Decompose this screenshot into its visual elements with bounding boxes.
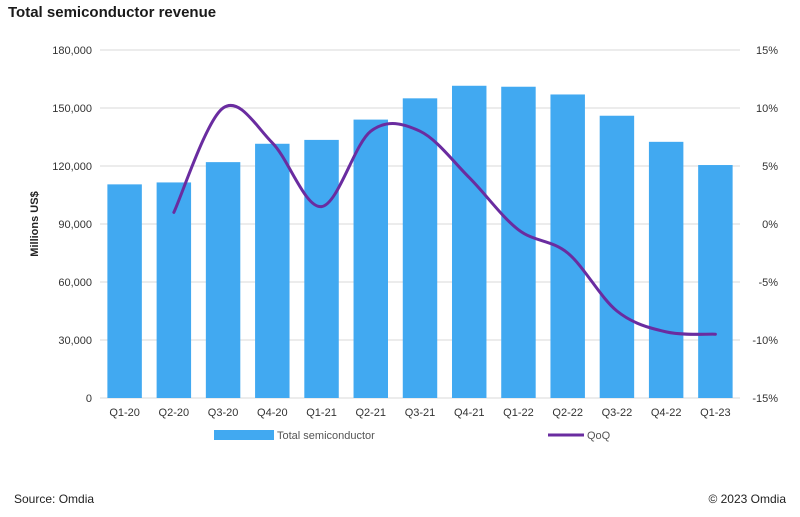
x-tick-label: Q3-20 [208, 407, 239, 419]
x-axis: Q1-20 Q2-20 Q3-20 Q4-20 Q1-21 Q2-21 Q3-21 Q4-21… [109, 407, 730, 419]
x-tick-label: Q2-20 [159, 407, 190, 419]
x-tick-label: Q2-21 [355, 407, 386, 419]
y-tick-label: 120,000 [52, 161, 92, 173]
y2-tick-label: -5% [758, 277, 778, 289]
y-tick-label: 30,000 [58, 335, 92, 347]
x-tick-label: Q1-20 [109, 407, 140, 419]
bar [205, 162, 241, 398]
y2-tick-label: -15% [752, 393, 778, 405]
y2-tick-label: 15% [756, 45, 778, 57]
legend-swatch-total-semiconductor [214, 430, 274, 440]
legend: Total semiconductor QoQ [214, 430, 611, 442]
bar-series [107, 85, 733, 399]
bar [599, 115, 635, 398]
bar [698, 165, 733, 398]
x-tick-label: Q1-21 [306, 407, 337, 419]
bar [107, 184, 142, 398]
qoq-line-series [172, 104, 717, 336]
bar [353, 119, 388, 398]
x-tick-label: Q4-21 [454, 407, 485, 419]
y2-tick-label: 10% [756, 103, 778, 115]
y2-tick-label: 0% [762, 219, 778, 231]
x-tick-label: Q1-23 [700, 407, 731, 419]
chart-title: Total semiconductor revenue [8, 4, 217, 21]
x-tick-label: Q4-22 [651, 407, 682, 419]
bar [452, 85, 487, 399]
copyright-note: © 2023 Omdia [708, 492, 786, 506]
x-tick-label: Q4-20 [257, 407, 288, 419]
bar [402, 98, 438, 398]
y-axis-label: Millions US$ [29, 191, 41, 256]
y-tick-label: 60,000 [58, 277, 92, 289]
x-tick-label: Q3-22 [602, 407, 633, 419]
qoq-line [172, 104, 717, 336]
y-axis-right: -15% -10% -5% 0% 5% 10% 15% [752, 45, 778, 405]
y2-tick-label: 5% [762, 161, 778, 173]
legend-label-total-semiconductor: Total semiconductor [277, 430, 375, 442]
x-tick-label: Q3-21 [405, 407, 436, 419]
bar [255, 143, 290, 398]
x-tick-label: Q2-22 [552, 407, 583, 419]
y-tick-label: 0 [86, 393, 92, 405]
legend-label-qoq: QoQ [587, 430, 611, 442]
bar [501, 86, 536, 398]
source-note: Source: Omdia [14, 492, 95, 506]
y-tick-label: 90,000 [58, 219, 92, 231]
bar [156, 182, 192, 398]
bar [648, 141, 684, 399]
y-axis-left: 0 30,000 60,000 90,000 120,000 150,000 180,000 [52, 45, 92, 405]
y-tick-label: 150,000 [52, 103, 92, 115]
y-tick-label: 180,000 [52, 45, 92, 57]
x-tick-label: Q1-22 [503, 407, 534, 419]
bar [304, 139, 339, 398]
y2-tick-label: -10% [752, 335, 778, 347]
